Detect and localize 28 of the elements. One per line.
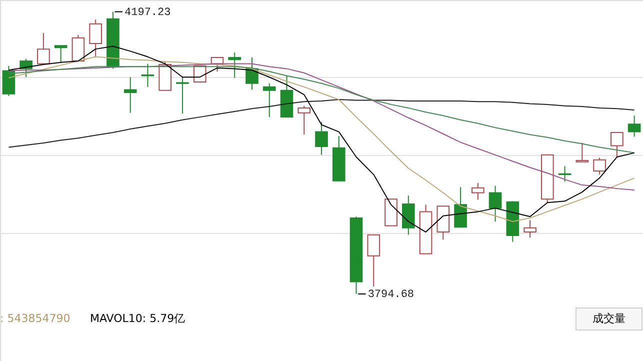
- annotation: 成交量: [592, 312, 626, 325]
- candlestick: [454, 186, 467, 228]
- candlestick: [471, 182, 484, 200]
- candlestick: [89, 19, 102, 58]
- candlestick: [141, 63, 154, 88]
- annotation: 3794.68: [368, 288, 414, 301]
- candlestick: [262, 82, 276, 118]
- candlestick: [488, 185, 502, 222]
- candlestick: [628, 115, 641, 138]
- candlestick: [367, 234, 380, 288]
- candlestick: [176, 76, 189, 114]
- candlestick: [37, 32, 50, 64]
- candlestick: [228, 52, 242, 78]
- candlestick: [72, 34, 85, 62]
- annotation: 4197.23: [124, 6, 171, 19]
- candlestick: [402, 195, 415, 236]
- candlestick: [610, 132, 624, 158]
- candlestick: [298, 105, 311, 136]
- candlestick: [558, 166, 572, 182]
- candlestick: [593, 157, 606, 176]
- candlestick: [2, 65, 16, 97]
- candlestick: [524, 220, 536, 238]
- candlestick: [54, 45, 68, 64]
- annotation: : 543854790: [0, 312, 70, 325]
- candlestick: [315, 121, 328, 156]
- annotation: MAVOL10: 5.79亿: [90, 312, 186, 325]
- candlestick: [576, 142, 589, 162]
- candlestick: [124, 76, 137, 114]
